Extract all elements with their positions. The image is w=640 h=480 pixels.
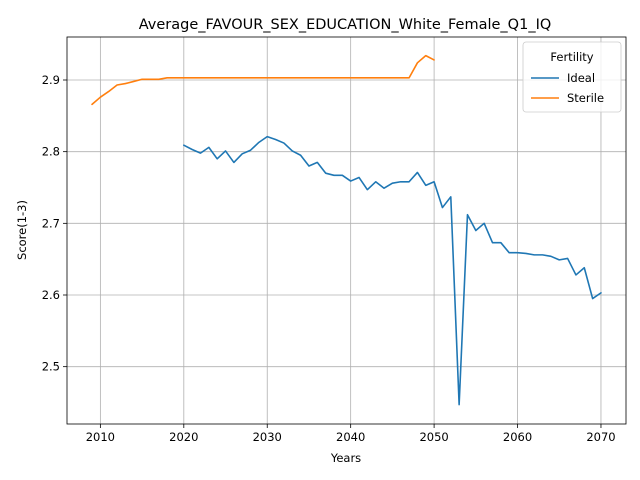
x-tick-label: 2010	[86, 430, 115, 444]
legend-label-ideal: Ideal	[567, 71, 595, 85]
series-line-ideal	[183, 135, 602, 406]
x-tick-label: 2070	[586, 430, 615, 444]
y-tick-label: 2.8	[42, 145, 60, 159]
legend-box	[522, 41, 622, 113]
y-axis-label: Score(1-3)	[15, 200, 29, 260]
x-tick-label: 2040	[336, 430, 365, 444]
legend-title: Fertility	[550, 50, 593, 64]
plot-frame	[66, 36, 627, 425]
y-tick-label: 2.7	[42, 216, 60, 230]
x-tick-label: 2020	[169, 430, 198, 444]
x-tick-label: 2050	[419, 430, 448, 444]
x-axis-label: Years	[330, 451, 361, 465]
y-tick-label: 2.6	[42, 288, 60, 302]
series-lines	[91, 54, 602, 406]
y-tick-label: 2.5	[42, 360, 60, 374]
legend: Fertility Ideal Sterile	[522, 41, 622, 113]
x-tick-label: 2060	[503, 430, 532, 444]
series-line-sterile	[91, 54, 435, 106]
grid-lines	[67, 37, 626, 424]
chart-title: Average_FAVOUR_SEX_EDUCATION_White_Femal…	[139, 17, 552, 33]
axis-ticks: 2010 2020 2030 2040 2050 2060 2070 2.5 2.6 2.7 2.8…	[42, 73, 616, 444]
x-tick-label: 2030	[253, 430, 282, 444]
y-tick-label: 2.9	[42, 73, 60, 87]
legend-label-sterile: Sterile	[567, 91, 604, 105]
